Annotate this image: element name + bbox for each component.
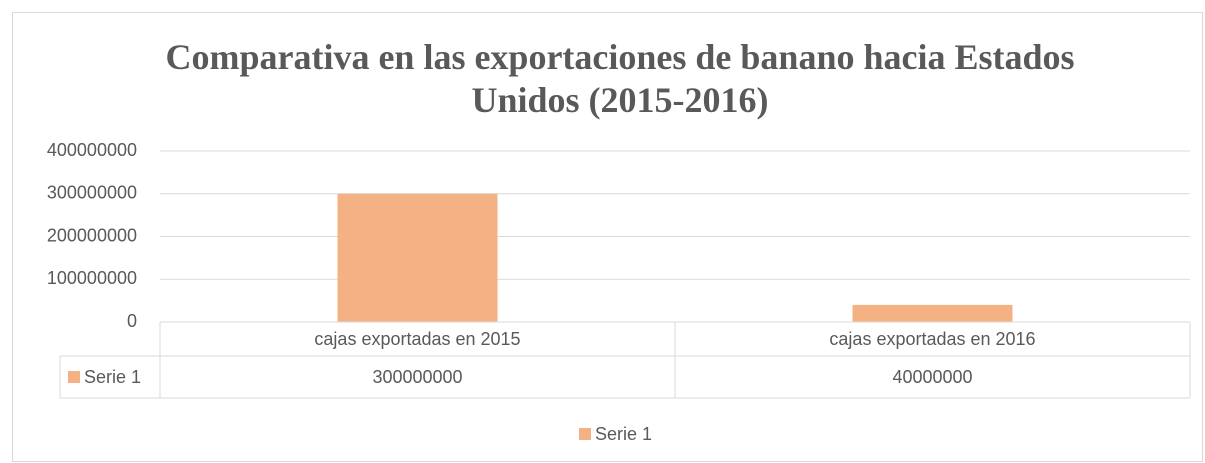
bar xyxy=(852,304,1013,322)
y-tick-label: 200000000 xyxy=(47,225,137,245)
table-legend-key xyxy=(68,371,80,383)
y-tick-label: 0 xyxy=(127,311,137,331)
table-series-name: Serie 1 xyxy=(84,367,141,387)
table-value: 40000000 xyxy=(892,367,972,387)
y-tick-label: 300000000 xyxy=(47,183,137,203)
table-value: 300000000 xyxy=(372,367,462,387)
legend-label: Serie 1 xyxy=(595,424,652,444)
bar xyxy=(337,193,498,322)
legend-key xyxy=(579,428,591,440)
y-tick-label: 400000000 xyxy=(47,140,137,160)
chart-title: Comparativa en las exportaciones de bana… xyxy=(165,37,1075,120)
x-tick-label: cajas exportadas en 2015 xyxy=(314,329,520,349)
x-tick-label: cajas exportadas en 2016 xyxy=(829,329,1035,349)
y-tick-label: 100000000 xyxy=(47,268,137,288)
